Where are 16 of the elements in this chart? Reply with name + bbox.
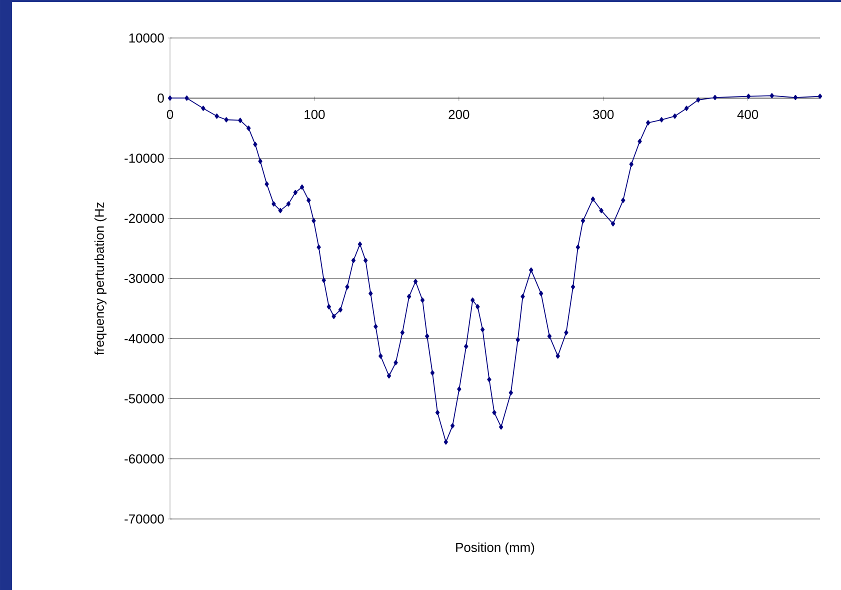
x-tick-label: 100	[304, 110, 325, 120]
y-tick-label: -10000	[124, 154, 164, 163]
y-axis-title: frequency perturbation (Hz	[94, 202, 106, 355]
x-tick-label: 400	[737, 110, 758, 120]
y-tick-label: -50000	[124, 394, 164, 404]
y-tick-label: -40000	[124, 334, 164, 344]
x-axis-title: Position (mm)	[456, 542, 534, 555]
y-tick-label: 10000	[129, 33, 164, 43]
x-tick-label: 0	[166, 110, 174, 120]
y-tick-label: -60000	[124, 454, 164, 464]
x-tick-label: 200	[448, 110, 470, 120]
x-tick-label: 300	[593, 110, 614, 120]
y-tick-label: -30000	[124, 274, 164, 284]
y-tick-label: -70000	[124, 514, 164, 524]
y-tick-label: 0	[158, 94, 164, 103]
y-tick-label: -20000	[124, 214, 164, 223]
